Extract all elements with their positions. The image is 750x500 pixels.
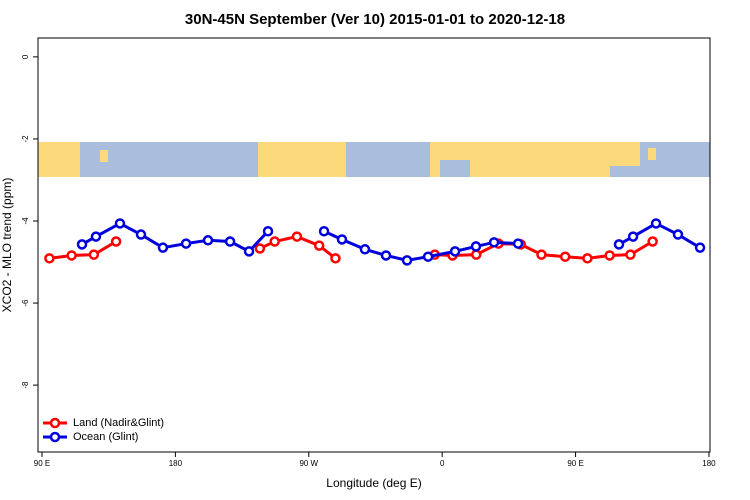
data-point	[471, 249, 482, 260]
data-point	[559, 251, 571, 262]
data-point	[114, 218, 126, 229]
data-point	[330, 253, 341, 264]
legend-marker	[49, 417, 61, 429]
data-point	[694, 242, 706, 253]
data-point	[243, 246, 255, 257]
x-axis-label: Longitude (deg E)	[326, 476, 421, 490]
y-axis-label: XCO2 - MLO trend (ppm)	[0, 178, 14, 313]
data-point	[180, 238, 192, 249]
data-point	[449, 246, 461, 257]
data-point	[380, 250, 392, 261]
data-point	[422, 251, 434, 262]
data-point	[157, 242, 169, 253]
data-point	[512, 238, 524, 249]
data-point	[488, 237, 500, 248]
data-point	[90, 231, 102, 242]
x-tick-label: 90 E	[567, 459, 583, 468]
map-band	[38, 142, 710, 177]
data-point	[291, 231, 303, 242]
data-point	[536, 249, 547, 260]
data-point	[627, 231, 639, 242]
data-point	[625, 249, 636, 260]
plot-frame	[37, 37, 711, 453]
legend-marker	[49, 431, 61, 443]
data-point	[359, 244, 371, 255]
data-point	[470, 241, 482, 252]
x-tick-label: 180	[169, 459, 183, 468]
data-point	[672, 229, 684, 240]
legend-label: Land (Nadir&Glint)	[73, 417, 164, 429]
legend-label: Ocean (Glint)	[73, 431, 138, 443]
data-point	[76, 239, 88, 250]
data-point	[582, 253, 593, 264]
data-point	[604, 250, 615, 261]
data-point	[202, 235, 214, 246]
x-tick-label: 90 W	[299, 459, 318, 468]
data-point	[613, 239, 625, 250]
data-point	[650, 218, 662, 229]
data-point	[336, 234, 348, 245]
chart-title: 30N-45N September (Ver 10) 2015-01-01 to…	[185, 11, 565, 28]
y-tick-label: -6	[21, 299, 30, 307]
x-tick-label: 0	[440, 459, 445, 468]
data-point	[313, 240, 325, 251]
data-point	[401, 255, 413, 266]
data-point	[262, 226, 274, 237]
y-tick-label: -4	[21, 217, 30, 225]
data-point	[135, 229, 147, 240]
data-point	[66, 250, 77, 261]
y-tick-label: 0	[21, 54, 30, 59]
data-point	[224, 236, 236, 247]
y-tick-label: -2	[21, 135, 30, 143]
data-point	[110, 236, 122, 247]
data-point	[647, 236, 658, 247]
data-point	[254, 243, 266, 254]
data-point	[88, 249, 100, 260]
x-tick-label: 180	[702, 459, 716, 468]
data-point	[318, 226, 330, 237]
y-tick-label: -8	[21, 381, 30, 389]
data-point	[44, 253, 55, 264]
data-point	[269, 236, 280, 247]
x-tick-label: 90 E	[34, 459, 50, 468]
